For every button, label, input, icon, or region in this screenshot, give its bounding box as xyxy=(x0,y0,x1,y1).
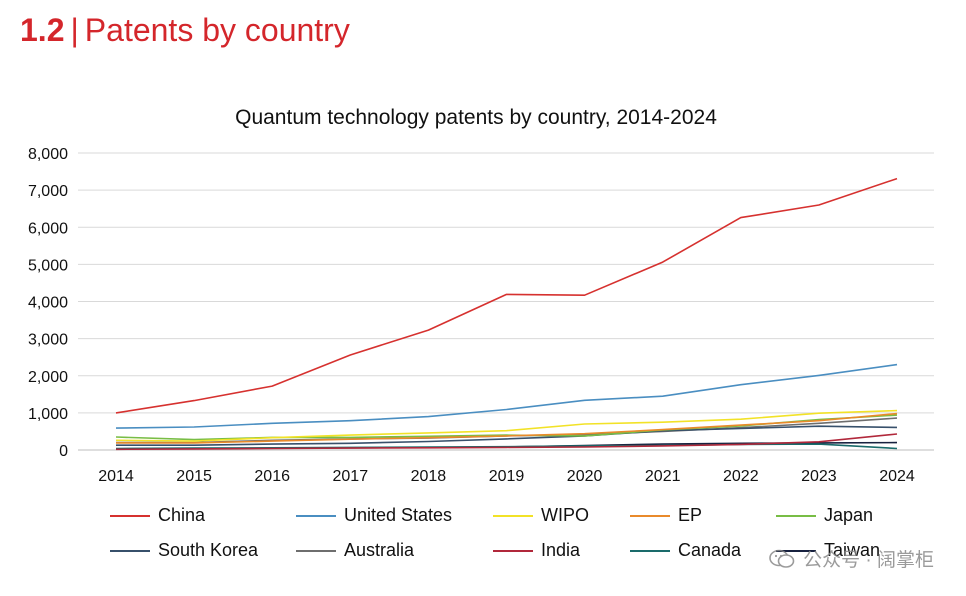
watermark-text: 公众号 · 阔掌柜 xyxy=(803,550,934,571)
y-tick-label: 8,000 xyxy=(28,146,68,163)
series-line-china xyxy=(115,177,898,414)
section-number: 1.2 xyxy=(20,12,65,48)
y-tick-label: 6,000 xyxy=(28,220,68,237)
y-tick-label: 0 xyxy=(59,443,68,460)
section-title: Patents by country xyxy=(84,12,350,48)
header-separator: | xyxy=(70,12,79,48)
wechat-icon xyxy=(769,549,795,568)
x-tick-label: 2022 xyxy=(723,468,759,485)
x-tick-label: 2016 xyxy=(254,468,290,485)
x-tick-label: 2023 xyxy=(801,468,837,485)
x-tick-label: 2024 xyxy=(879,468,915,485)
x-tick-label: 2017 xyxy=(333,468,369,485)
watermark: 公众号 · 阔掌柜 xyxy=(769,545,934,572)
chart-title: Quantum technology patents by country, 2… xyxy=(235,106,717,129)
series-line-ep xyxy=(116,412,898,444)
y-tick-label: 5,000 xyxy=(28,257,68,274)
series-line-wipo xyxy=(115,409,898,442)
series-line-india xyxy=(115,433,898,451)
y-tick-label: 2,000 xyxy=(28,369,68,386)
y-tick-label: 1,000 xyxy=(28,406,68,423)
y-tick-label: 3,000 xyxy=(28,332,68,349)
x-tick-label: 2020 xyxy=(567,468,603,485)
y-tick-label: 4,000 xyxy=(28,295,68,312)
x-tick-label: 2014 xyxy=(98,468,134,485)
x-tick-label: 2015 xyxy=(176,468,212,485)
section-header: 1.2 | Patents by country xyxy=(20,12,350,49)
x-tick-label: 2019 xyxy=(489,468,525,485)
x-tick-label: 2021 xyxy=(645,468,681,485)
x-tick-label: 2018 xyxy=(411,468,447,485)
series-line-south-korea xyxy=(116,425,898,447)
y-tick-label: 7,000 xyxy=(28,183,68,200)
series-line-united-states xyxy=(115,363,898,429)
